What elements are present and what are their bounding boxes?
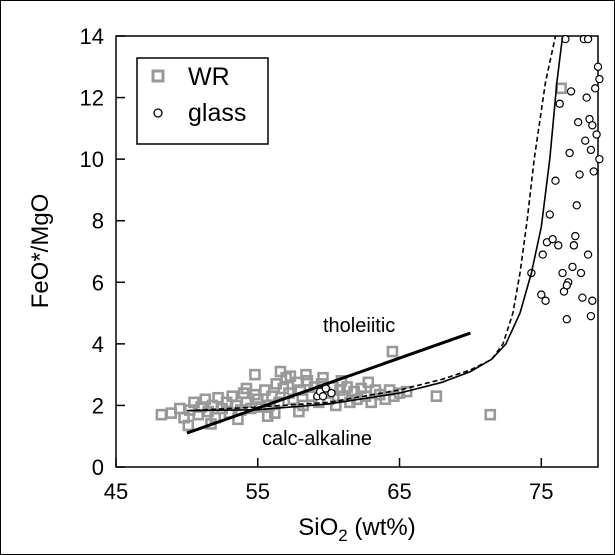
y-tick-label: 0 (92, 455, 104, 480)
glass-point (568, 262, 577, 272)
legend: WR glass (136, 57, 269, 145)
glass-point (583, 250, 593, 259)
glass-point (575, 170, 584, 179)
plot-area (115, 35, 599, 468)
line-trend-dashed (186, 35, 557, 412)
glass-point (554, 241, 563, 250)
y-tick-label: 10 (80, 147, 104, 172)
glass-point (545, 210, 555, 219)
wr-point (155, 408, 168, 421)
glass-point (590, 84, 600, 93)
glass-point (562, 315, 572, 324)
wr-point (400, 385, 413, 398)
wr-point (555, 82, 567, 95)
y-axis-title: FeO*/MgO (27, 194, 54, 309)
glass-point (583, 34, 593, 44)
glass-point (586, 145, 596, 155)
glass-point (562, 281, 572, 290)
glass-point (541, 296, 550, 305)
glass-point (555, 99, 564, 108)
glass-point (578, 293, 587, 302)
line-trend-solid (186, 35, 564, 412)
glass-point (582, 93, 591, 102)
wr-point (251, 393, 264, 406)
wr-point (249, 368, 261, 381)
x-tick-label: 45 (104, 479, 128, 504)
x-tick-label: 65 (387, 479, 411, 504)
y-tick-label: 12 (80, 86, 104, 111)
x-tick-label: 75 (529, 479, 553, 504)
wr-point (329, 399, 342, 412)
wr-point (430, 390, 443, 402)
glass-point (586, 311, 596, 321)
glass-point (576, 268, 586, 278)
glass-point (327, 388, 336, 398)
y-tick-label: 4 (92, 332, 104, 357)
glass-point (551, 176, 560, 185)
glass-point (565, 148, 574, 158)
series-layer (155, 34, 604, 432)
glass-point (566, 87, 576, 96)
wr-point (240, 382, 253, 395)
wr-point (182, 419, 195, 432)
glass-point (588, 296, 597, 305)
glass-point (581, 136, 590, 145)
legend-glass-marker (153, 108, 163, 118)
wr-point (259, 384, 271, 396)
y-tick-label: 14 (80, 24, 104, 49)
glass-point (318, 391, 328, 401)
wr-point (317, 371, 329, 384)
y-tick-label: 6 (92, 270, 104, 295)
glass-point (595, 74, 604, 84)
glass-point (538, 250, 547, 259)
wr-point (362, 376, 375, 389)
legend-glass-label: glass (188, 99, 246, 127)
glass-point (589, 167, 598, 176)
legend-wr-label: WR (188, 63, 230, 91)
wr-point (266, 390, 278, 402)
x-tick-label: 55 (246, 479, 270, 504)
y-tick-label: 2 (92, 393, 104, 418)
wr-point (199, 393, 212, 406)
glass-point (571, 231, 580, 241)
trend-lines (186, 35, 564, 435)
glass-point (595, 154, 604, 164)
glass-point (569, 241, 579, 250)
wr-point (484, 408, 497, 421)
wr-point (261, 410, 274, 423)
axis-ticks: 0 2 4 6 8 10 12 14 45 55 65 75 (80, 24, 554, 504)
wr-point (386, 345, 399, 358)
line-tholeiitic (186, 331, 471, 435)
glass-point (593, 62, 603, 71)
wr-point (284, 370, 297, 382)
glass-point (592, 130, 601, 139)
x-axis-title: SiO2 (wt%) (298, 514, 415, 545)
wr-point (300, 368, 312, 381)
glass-point (558, 268, 567, 278)
legend-wr-marker (151, 69, 165, 83)
wr-point (344, 396, 356, 409)
wr-point (348, 385, 360, 398)
wr-point (301, 374, 314, 387)
glass-point (548, 234, 557, 244)
glass-point (588, 121, 597, 130)
glass-point (572, 201, 581, 210)
annotation-calc-alkaline: calc-alkaline (262, 428, 372, 450)
y-tick-label: 8 (92, 209, 104, 234)
annotation-tholeiitic: tholeiitic (323, 315, 395, 337)
glass-point (537, 290, 546, 299)
glass-point (573, 117, 583, 127)
